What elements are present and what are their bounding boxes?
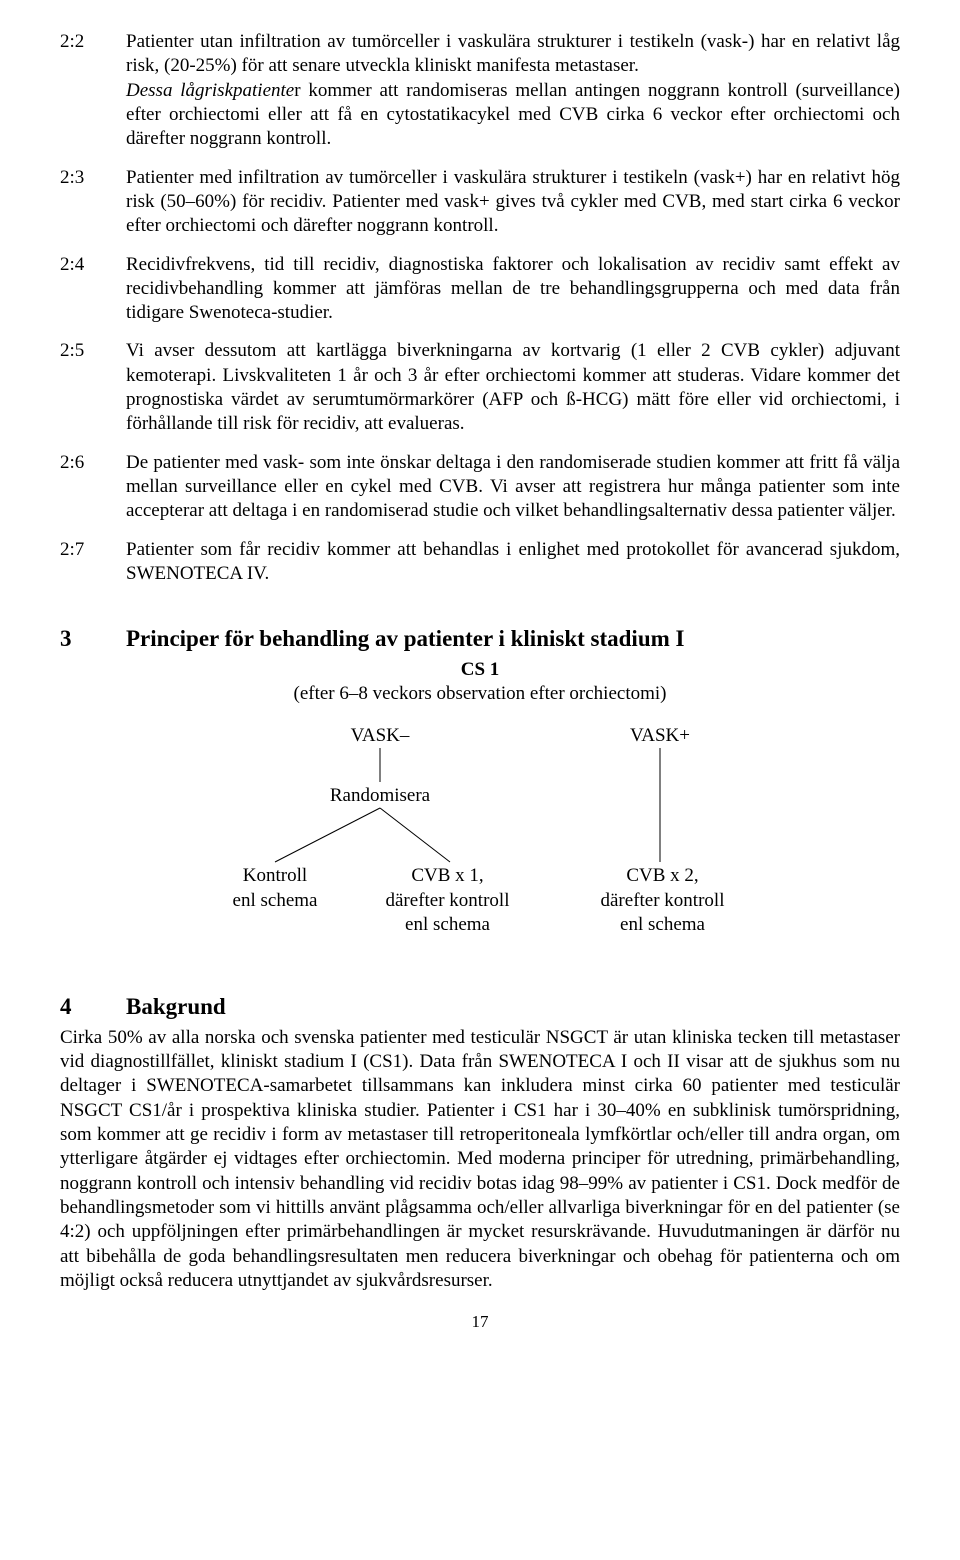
entry-number: 2:3 xyxy=(60,166,126,239)
section-title: Bakgrund xyxy=(126,992,226,1021)
section-3-sub-plain: (efter 6–8 veckors observation efter orc… xyxy=(60,682,900,706)
entry-number: 2:5 xyxy=(60,339,126,436)
tree-node-kontroll: Kontroll enl schema xyxy=(210,864,340,913)
entry-text: Patienter med infiltration av tumörcelle… xyxy=(126,166,900,239)
entry-2-3: 2:3 Patienter med infiltration av tumörc… xyxy=(60,166,900,239)
entry-2-5: 2:5 Vi avser dessutom att kartlägga bive… xyxy=(60,339,900,436)
section-3-sub-bold: CS 1 xyxy=(60,658,900,682)
entry-2-6: 2:6 De patienter med vask- som inte önsk… xyxy=(60,451,900,524)
document-page: 2:2 Patienter utan infiltration av tumör… xyxy=(0,0,960,1560)
treatment-tree-diagram: VASK– VASK+ Randomisera Kontroll enl sch… xyxy=(150,724,810,954)
entry-text: De patienter med vask- som inte önskar d… xyxy=(126,451,900,524)
tree-node-cvb2: CVB x 2, därefter kontroll enl schema xyxy=(580,864,745,937)
section-title: Principer för behandling av patienter i … xyxy=(126,624,684,653)
entry-2-4: 2:4 Recidivfrekvens, tid till recidiv, d… xyxy=(60,253,900,326)
entry-number: 2:2 xyxy=(60,30,126,79)
section-4-text: Cirka 50% av alla norska och svenska pat… xyxy=(60,1026,900,1293)
section-number: 3 xyxy=(60,624,126,653)
section-3-heading: 3 Principer för behandling av patienter … xyxy=(60,624,900,653)
tree-node-vask-plus: VASK+ xyxy=(600,724,720,748)
entry-text: Patienter utan infiltration av tumörcell… xyxy=(126,30,900,79)
entry-text: Vi avser dessutom att kartlägga biverkni… xyxy=(126,339,900,436)
entry-number: 2:7 xyxy=(60,538,126,587)
entry-number: 2:6 xyxy=(60,451,126,524)
entry-2-2-cont: Dessa lågriskpatienter kommer att random… xyxy=(126,79,900,152)
entry-text: Recidivfrekvens, tid till recidiv, diagn… xyxy=(126,253,900,326)
entry-italic-lead: Dessa lågriskpatiente xyxy=(126,80,294,101)
entry-2-7: 2:7 Patienter som får recidiv kommer att… xyxy=(60,538,900,587)
page-number: 17 xyxy=(60,1311,900,1333)
section-4-heading: 4 Bakgrund xyxy=(60,992,900,1021)
entry-number: 2:4 xyxy=(60,253,126,326)
tree-node-cvb1: CVB x 1, därefter kontroll enl schema xyxy=(365,864,530,937)
section-number: 4 xyxy=(60,992,126,1021)
entry-2-2: 2:2 Patienter utan infiltration av tumör… xyxy=(60,30,900,79)
entry-text: Patienter som får recidiv kommer att beh… xyxy=(126,538,900,587)
tree-node-randomisera: Randomisera xyxy=(302,784,458,808)
tree-node-vask-minus: VASK– xyxy=(320,724,440,748)
